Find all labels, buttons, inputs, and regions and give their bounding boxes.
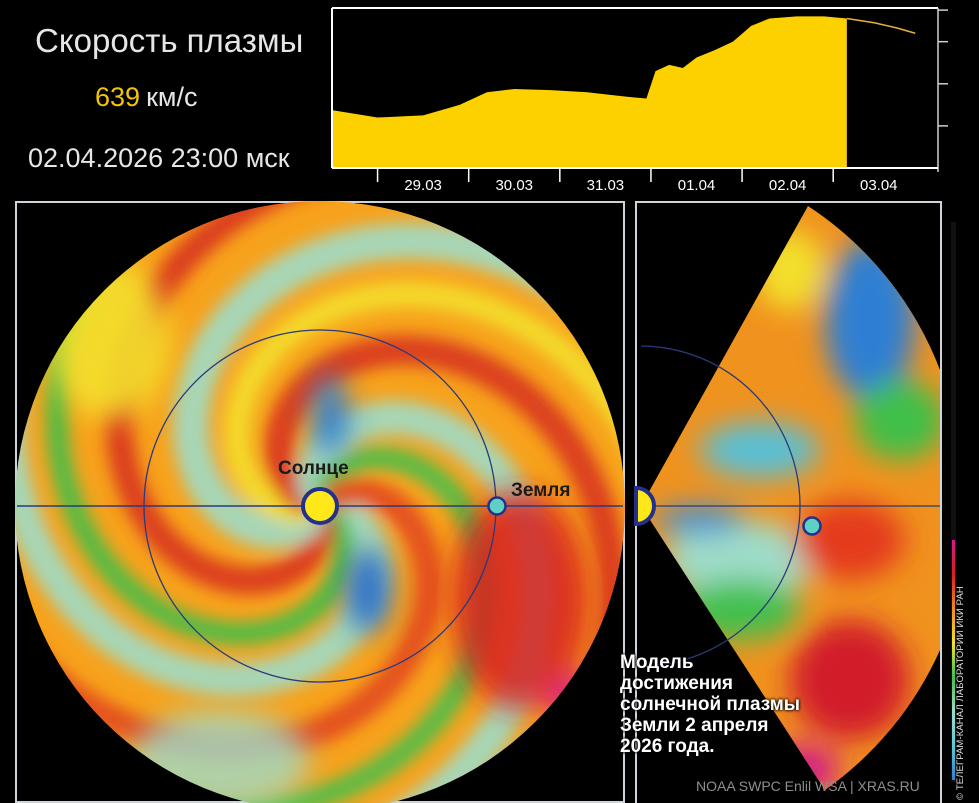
hotspot-blue-south bbox=[346, 548, 390, 632]
copyright-notice: © ТЕЛЕГРАМ-КАНАЛ ЛАБОРАТОРИИ ИКИ РАН bbox=[955, 586, 966, 800]
x-tick-label-1: 30.03 bbox=[495, 177, 533, 194]
x-tick-label-4: 02.04 bbox=[769, 177, 807, 194]
hotspot-yellow-nw bbox=[50, 260, 170, 420]
timeseries-x-ticks: 29.03 30.03 31.03 01.04 02.04 03.04 bbox=[376, 168, 898, 194]
wedge-blue-core bbox=[655, 506, 745, 534]
earth-meridional-icon bbox=[802, 516, 822, 536]
wedge-green-right bbox=[855, 380, 940, 460]
wedge-cyan-lower bbox=[665, 520, 815, 600]
x-tick-label-2: 31.03 bbox=[587, 177, 625, 194]
wedge-blue-upper bbox=[825, 240, 915, 400]
earth-icon bbox=[487, 496, 507, 516]
speed-area-observed bbox=[332, 16, 847, 169]
sun-edge-icon bbox=[634, 485, 656, 527]
data-credit: NOAA SWPC Enlil WSA | XRAS.RU bbox=[696, 778, 920, 794]
x-tick-label-0: 29.03 bbox=[404, 177, 442, 194]
hotspot-magenta bbox=[547, 678, 603, 722]
colorbar bbox=[951, 222, 956, 782]
speed-timeseries-chart: 29.03 30.03 31.03 01.04 02.04 03.04 bbox=[318, 0, 979, 196]
chart-title: Скорость плазмы bbox=[35, 22, 304, 59]
timestamp: 02.04.2026 23:00 мск bbox=[28, 143, 290, 173]
timeseries-y-ticks bbox=[938, 9, 948, 127]
sun-label: Солнце bbox=[278, 458, 349, 479]
wedge-red-lower bbox=[790, 620, 910, 740]
wedge-red-mid bbox=[795, 500, 905, 580]
wedge-cyan-band bbox=[700, 422, 820, 478]
figure-caption: Модель достижения солнечной плазмы Земли… bbox=[620, 652, 801, 757]
speed-forecast-line bbox=[846, 17, 916, 34]
x-tick-label-3: 01.04 bbox=[678, 177, 716, 194]
hotspot-red bbox=[450, 490, 590, 710]
x-tick-label-5: 03.04 bbox=[860, 177, 898, 194]
timeseries-area-layer bbox=[332, 16, 916, 169]
speed-value: 639 bbox=[95, 82, 141, 112]
speed-unit: км/с bbox=[146, 82, 198, 112]
wedge-yellow-top bbox=[755, 230, 825, 310]
speed-readout: 639 км/с bbox=[95, 82, 197, 113]
earth-label: Земля bbox=[511, 480, 571, 501]
hotspot-blue-north bbox=[312, 375, 348, 455]
colorbar-track bbox=[951, 222, 956, 782]
sun-icon bbox=[301, 487, 339, 525]
colorbar-fill bbox=[952, 540, 955, 780]
